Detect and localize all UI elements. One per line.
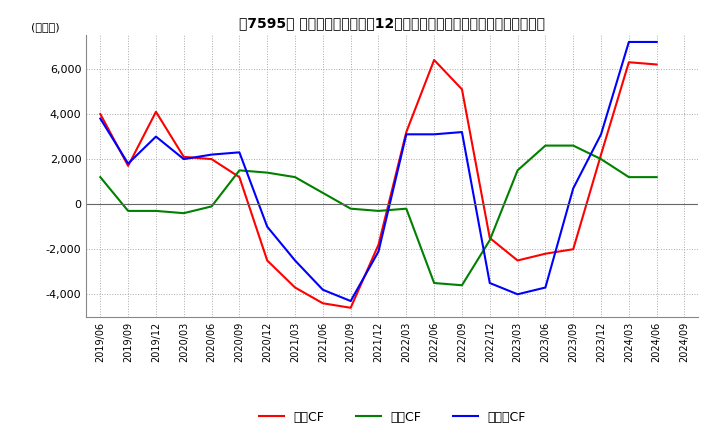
フリーCF xyxy=(346,298,355,304)
営業CF xyxy=(513,258,522,263)
営業CF xyxy=(96,111,104,117)
投資CF xyxy=(458,282,467,288)
営業CF xyxy=(624,59,633,65)
営業CF xyxy=(318,301,327,306)
営業CF xyxy=(569,246,577,252)
フリーCF xyxy=(541,285,550,290)
フリーCF xyxy=(513,292,522,297)
投資CF xyxy=(513,168,522,173)
フリーCF xyxy=(318,287,327,293)
投資CF xyxy=(597,157,606,162)
営業CF xyxy=(402,129,410,135)
営業CF xyxy=(430,57,438,62)
投資CF xyxy=(124,208,132,213)
投資CF xyxy=(96,175,104,180)
Title: 【7595】 キャッシュフローの12か月移動合計の対前年同期増減額の推移: 【7595】 キャッシュフローの12か月移動合計の対前年同期増減額の推移 xyxy=(239,16,546,30)
投資CF xyxy=(374,208,383,213)
営業CF xyxy=(652,62,661,67)
Text: (百万円): (百万円) xyxy=(31,22,60,33)
投資CF xyxy=(291,175,300,180)
投資CF xyxy=(318,190,327,195)
フリーCF xyxy=(96,116,104,121)
投資CF xyxy=(541,143,550,148)
Line: 投資CF: 投資CF xyxy=(100,146,657,285)
投資CF xyxy=(430,280,438,286)
営業CF xyxy=(458,87,467,92)
フリーCF xyxy=(597,132,606,137)
営業CF xyxy=(124,163,132,169)
フリーCF xyxy=(263,224,271,229)
投資CF xyxy=(179,210,188,216)
営業CF xyxy=(179,154,188,159)
営業CF xyxy=(346,305,355,311)
フリーCF xyxy=(124,161,132,166)
フリーCF xyxy=(458,129,467,135)
フリーCF xyxy=(374,249,383,254)
営業CF xyxy=(263,258,271,263)
フリーCF xyxy=(624,39,633,44)
営業CF xyxy=(235,175,243,180)
営業CF xyxy=(207,157,216,162)
営業CF xyxy=(152,109,161,114)
Line: フリーCF: フリーCF xyxy=(100,42,657,301)
フリーCF xyxy=(652,39,661,44)
投資CF xyxy=(235,168,243,173)
営業CF xyxy=(485,235,494,241)
投資CF xyxy=(263,170,271,175)
フリーCF xyxy=(179,157,188,162)
投資CF xyxy=(652,175,661,180)
投資CF xyxy=(485,238,494,243)
フリーCF xyxy=(291,258,300,263)
投資CF xyxy=(207,204,216,209)
投資CF xyxy=(569,143,577,148)
営業CF xyxy=(291,285,300,290)
フリーCF xyxy=(152,134,161,139)
営業CF xyxy=(597,152,606,157)
フリーCF xyxy=(569,186,577,191)
フリーCF xyxy=(235,150,243,155)
Legend: 営業CF, 投資CF, フリーCF: 営業CF, 投資CF, フリーCF xyxy=(253,406,531,429)
営業CF xyxy=(541,251,550,257)
フリーCF xyxy=(430,132,438,137)
投資CF xyxy=(624,175,633,180)
投資CF xyxy=(402,206,410,211)
投資CF xyxy=(346,206,355,211)
投資CF xyxy=(152,208,161,213)
フリーCF xyxy=(207,152,216,157)
Line: 営業CF: 営業CF xyxy=(100,60,657,308)
営業CF xyxy=(374,242,383,247)
フリーCF xyxy=(485,280,494,286)
フリーCF xyxy=(402,132,410,137)
